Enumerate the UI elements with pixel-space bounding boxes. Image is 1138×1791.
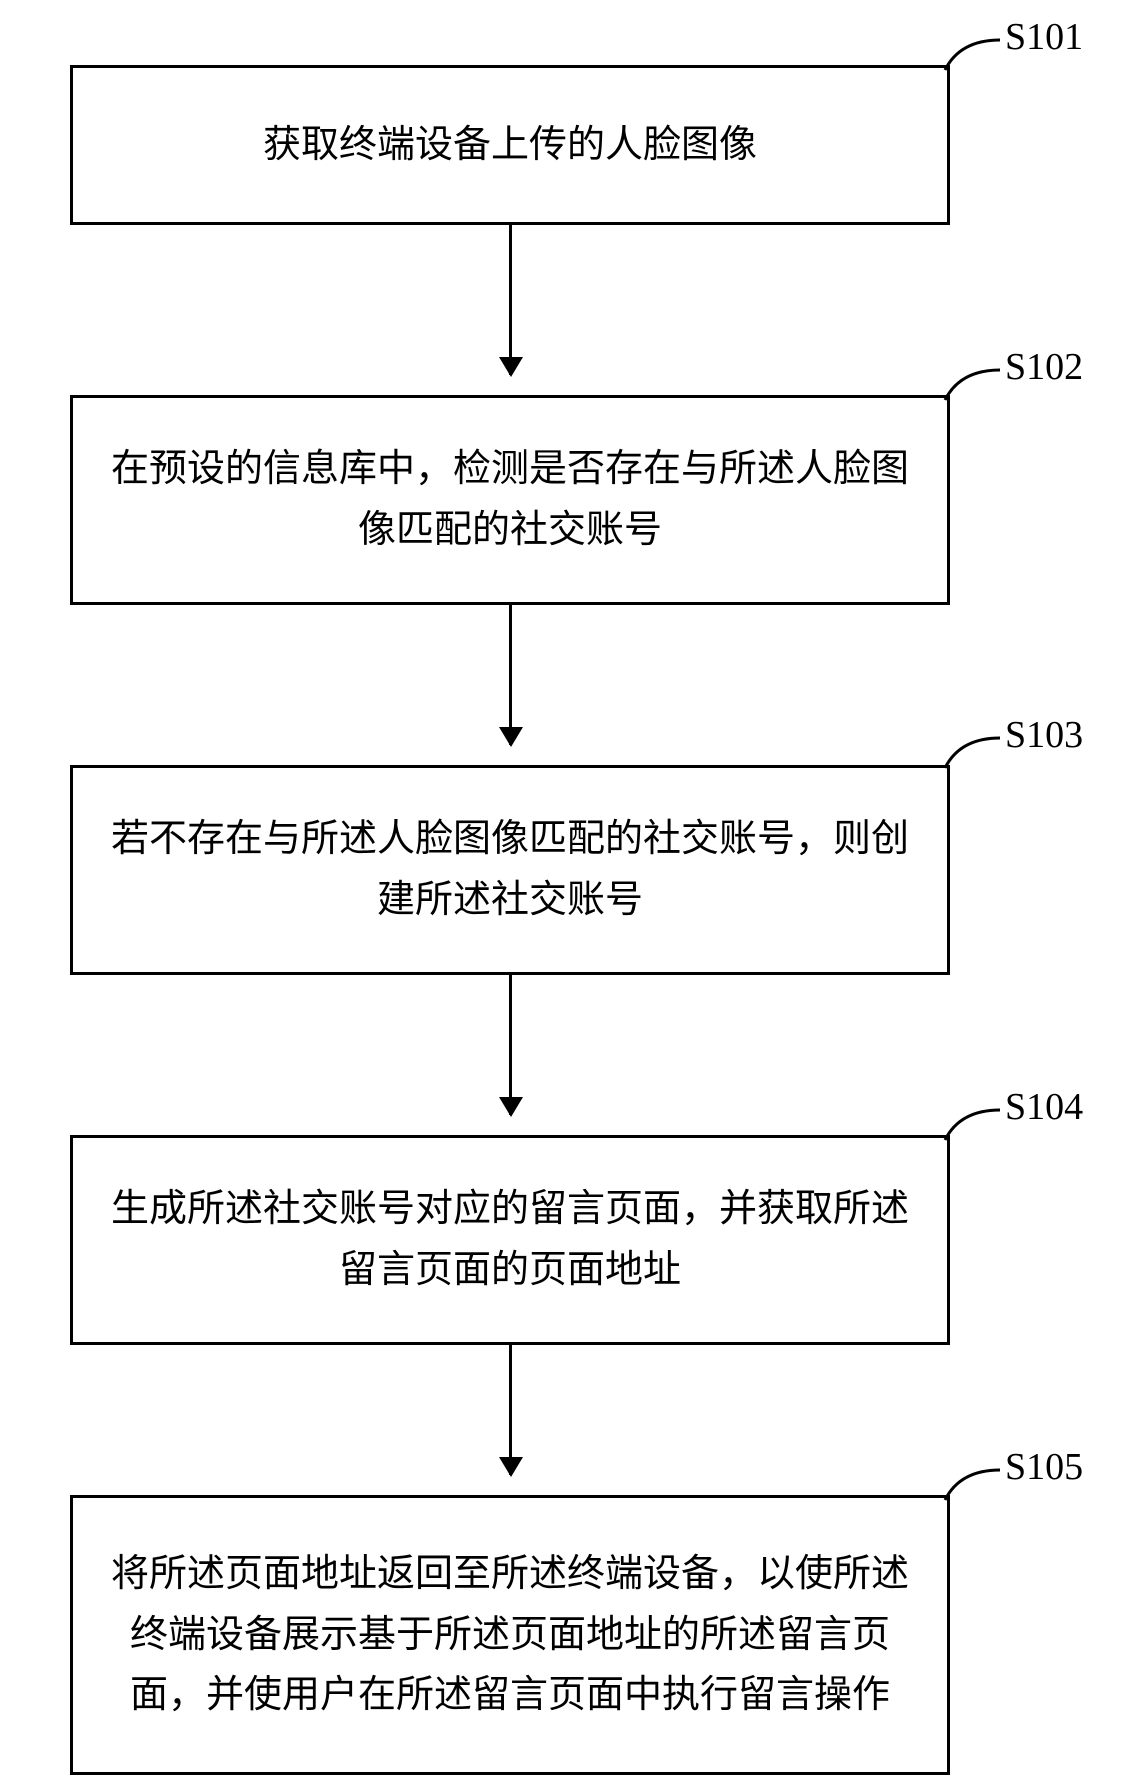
connector-icon	[930, 30, 1010, 80]
step-text: 若不存在与所述人脸图像匹配的社交账号，则创建所述社交账号	[103, 809, 917, 931]
step-label-3: S103	[1005, 713, 1083, 757]
connector-icon	[930, 1100, 1010, 1150]
flowchart-container: 获取终端设备上传的人脸图像 S101 在预设的信息库中，检测是否存在与所述人脸图…	[0, 0, 1138, 1791]
connector-icon	[930, 360, 1010, 410]
arrow-icon	[509, 605, 512, 745]
connector-icon	[930, 1460, 1010, 1510]
step-label-1: S101	[1005, 15, 1083, 59]
flowchart-step-3: 若不存在与所述人脸图像匹配的社交账号，则创建所述社交账号	[70, 765, 950, 975]
step-text: 获取终端设备上传的人脸图像	[263, 115, 757, 176]
flowchart-step-2: 在预设的信息库中，检测是否存在与所述人脸图像匹配的社交账号	[70, 395, 950, 605]
step-text: 将所述页面地址返回至所述终端设备，以使所述终端设备展示基于所述页面地址的所述留言…	[103, 1544, 917, 1726]
arrow-icon	[509, 225, 512, 375]
flowchart-step-4: 生成所述社交账号对应的留言页面，并获取所述留言页面的页面地址	[70, 1135, 950, 1345]
arrow-icon	[509, 975, 512, 1115]
flowchart-step-5: 将所述页面地址返回至所述终端设备，以使所述终端设备展示基于所述页面地址的所述留言…	[70, 1495, 950, 1775]
step-text: 在预设的信息库中，检测是否存在与所述人脸图像匹配的社交账号	[103, 439, 917, 561]
step-text: 生成所述社交账号对应的留言页面，并获取所述留言页面的页面地址	[103, 1179, 917, 1301]
step-label-2: S102	[1005, 345, 1083, 389]
flowchart-step-1: 获取终端设备上传的人脸图像	[70, 65, 950, 225]
arrow-icon	[509, 1345, 512, 1475]
step-label-4: S104	[1005, 1085, 1083, 1129]
connector-icon	[930, 728, 1010, 778]
step-label-5: S105	[1005, 1445, 1083, 1489]
